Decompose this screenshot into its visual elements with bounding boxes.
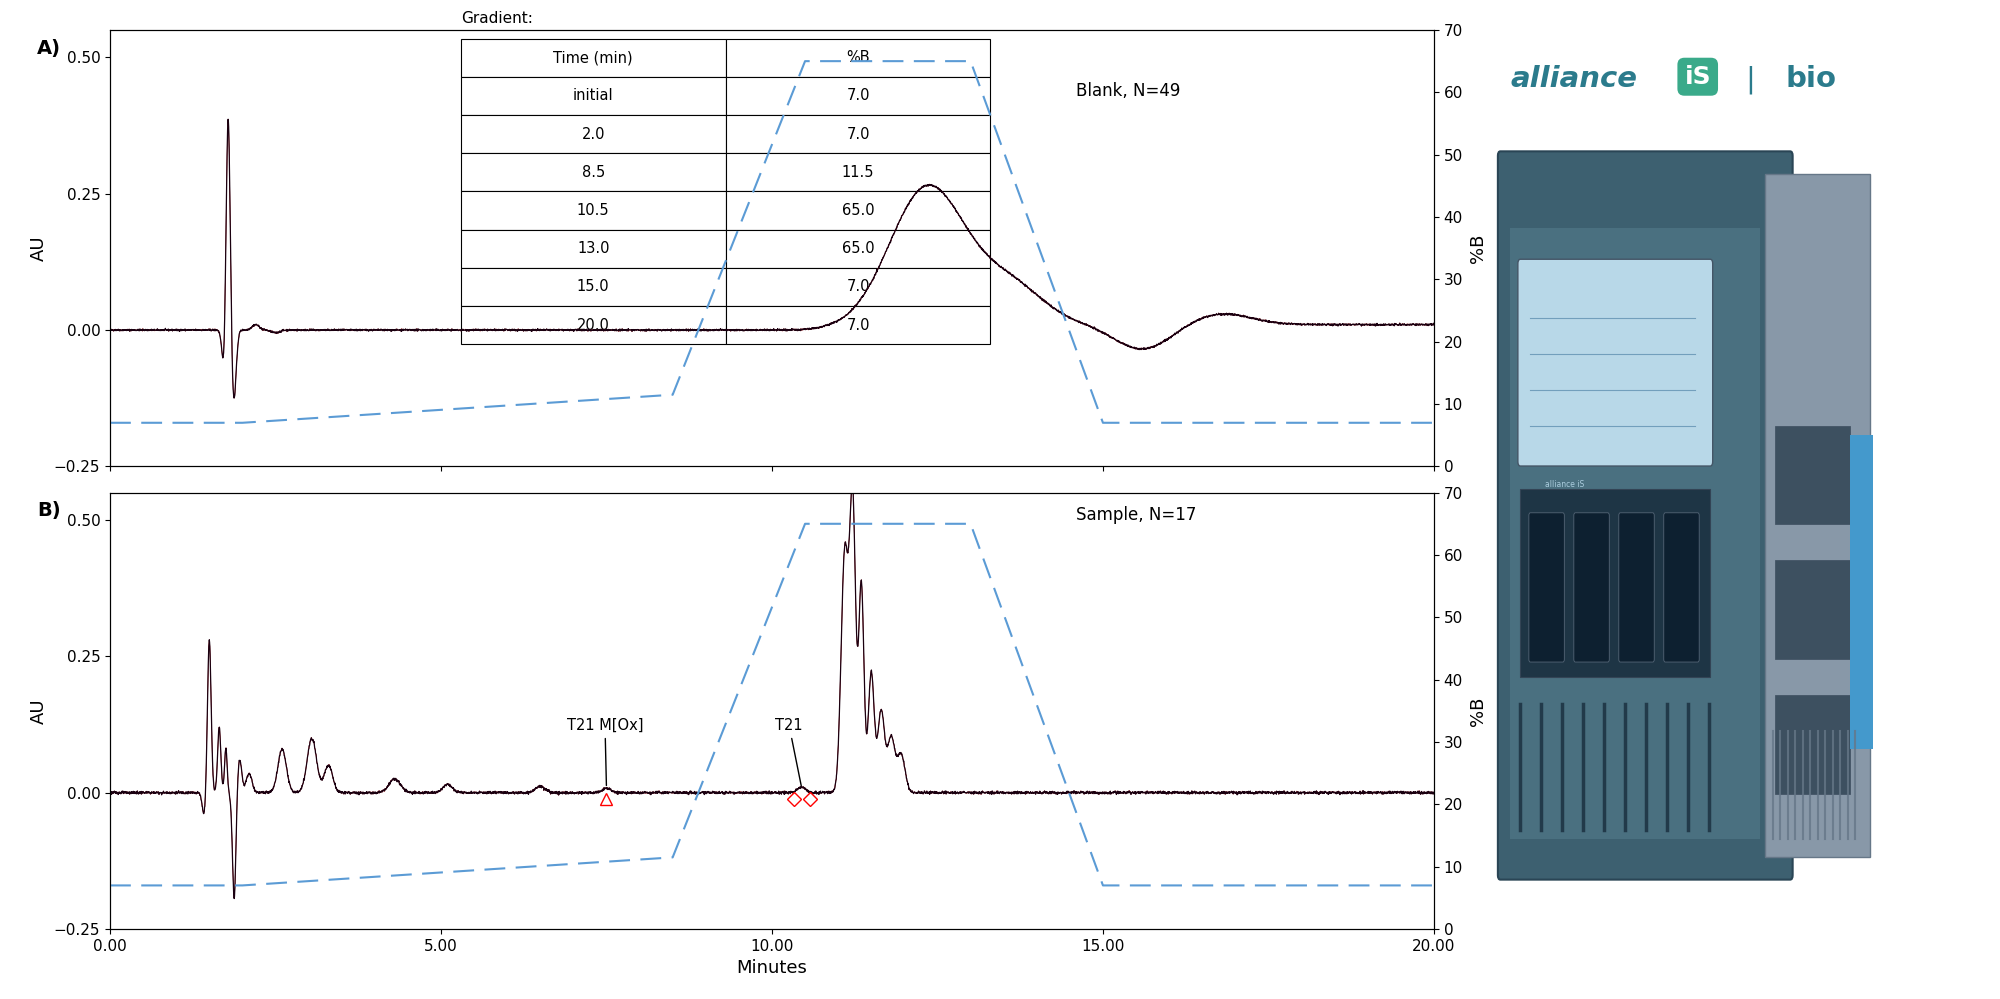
FancyBboxPatch shape (1574, 512, 1610, 662)
Bar (1510, 228, 1760, 839)
Text: Gradient:: Gradient: (460, 11, 532, 26)
X-axis label: Minutes: Minutes (736, 959, 808, 977)
Text: alliance iS: alliance iS (1546, 480, 1584, 489)
Bar (1776, 426, 1850, 524)
Text: T21 M[Ox]: T21 M[Ox] (566, 718, 644, 785)
Text: alliance: alliance (1510, 65, 1638, 94)
Text: A): A) (38, 39, 62, 58)
Bar (1776, 695, 1850, 794)
Y-axis label: %B: %B (1468, 696, 1486, 725)
Y-axis label: AU: AU (30, 236, 48, 261)
Text: |: | (1746, 65, 1756, 94)
Bar (1766, 174, 1870, 857)
Text: bio: bio (1786, 65, 1836, 94)
FancyBboxPatch shape (1528, 512, 1564, 662)
Y-axis label: %B: %B (1468, 234, 1486, 263)
Y-axis label: AU: AU (30, 698, 48, 723)
Bar (1850, 435, 1872, 749)
Text: Sample, N=17: Sample, N=17 (1076, 505, 1196, 523)
Text: B): B) (38, 501, 60, 520)
FancyBboxPatch shape (1498, 151, 1792, 879)
Text: iS: iS (1684, 65, 1712, 89)
Bar (1520, 489, 1710, 677)
FancyBboxPatch shape (1518, 259, 1712, 466)
Bar (1776, 560, 1850, 659)
Text: T21: T21 (776, 718, 802, 785)
FancyBboxPatch shape (1664, 512, 1700, 662)
FancyBboxPatch shape (1618, 512, 1654, 662)
Text: Blank, N=49: Blank, N=49 (1076, 82, 1180, 100)
